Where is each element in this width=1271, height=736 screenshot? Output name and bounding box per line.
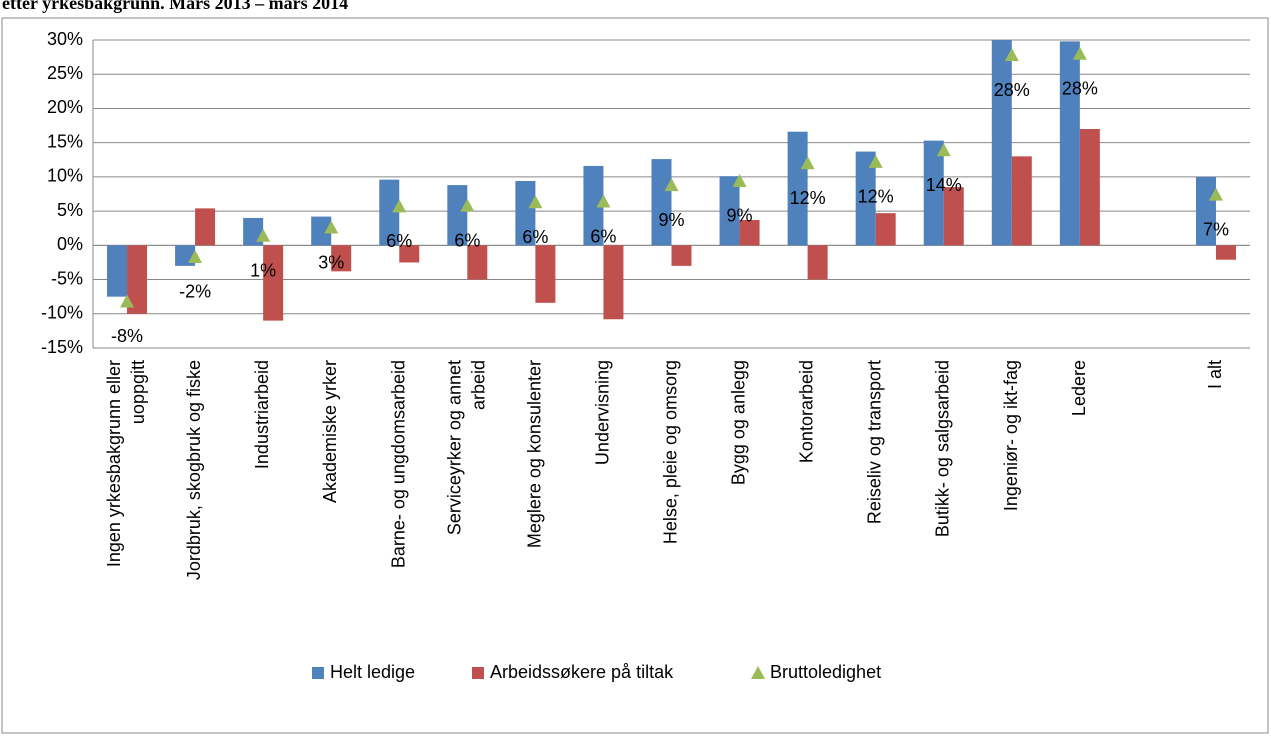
bar	[943, 187, 964, 246]
bar	[447, 185, 468, 246]
data-label: 9%	[658, 210, 684, 230]
data-label: 9%	[727, 206, 753, 226]
y-tick-label: 0%	[57, 234, 83, 254]
bar	[991, 40, 1012, 246]
bar	[651, 159, 672, 246]
y-tick-label: -15%	[41, 337, 83, 357]
data-label: 12%	[790, 188, 826, 208]
bar	[583, 165, 604, 246]
bar	[855, 151, 876, 246]
legend-swatch	[312, 667, 324, 679]
x-tick-label: Serviceyrker og annet arbeid	[444, 360, 488, 535]
marker	[800, 156, 815, 170]
data-label: 12%	[858, 187, 894, 207]
bar	[263, 245, 284, 321]
y-tick-label: 15%	[47, 131, 83, 151]
x-tick-label: Bygg og anlegg	[728, 360, 748, 485]
bar	[807, 245, 828, 280]
marker	[1004, 48, 1019, 62]
data-label: 3%	[318, 252, 344, 272]
bar	[467, 245, 488, 280]
x-tick-label: Akademiske yrker	[320, 360, 340, 503]
bar	[1011, 156, 1032, 246]
data-label: 1%	[250, 261, 276, 281]
bar	[311, 216, 332, 246]
x-tick-label: Butikk- og salgsarbeid	[932, 360, 952, 537]
marker	[664, 178, 679, 192]
marker	[596, 194, 611, 208]
data-label: 14%	[926, 175, 962, 195]
x-tick-label: Ingeniør- og ikt-fag	[1001, 360, 1021, 511]
y-tick-label: 30%	[47, 29, 83, 49]
marker	[1208, 187, 1223, 201]
bar	[719, 176, 740, 246]
chart-title: etter yrkesbakgrunn. Mars 2013 – mars 20…	[2, 0, 348, 13]
bar	[535, 245, 556, 303]
data-label: 28%	[1062, 78, 1098, 98]
marker	[324, 220, 339, 234]
x-tick-label: Helse, pleie og omsorg	[660, 360, 680, 544]
x-tick-label: I alt	[1205, 360, 1225, 389]
x-tick-label: Reiseliv og transport	[864, 360, 884, 524]
y-tick-label: 20%	[47, 97, 83, 117]
legend-label: Helt ledige	[330, 662, 415, 682]
x-tick-label: Barne- og ungdomsarbeid	[388, 360, 408, 568]
data-label: 28%	[994, 80, 1030, 100]
x-tick-label: Jordbruk, skogbruk og fiske	[184, 360, 204, 580]
data-label: -8%	[111, 326, 143, 346]
data-label: 6%	[386, 231, 412, 251]
x-tick-label: Undervisning	[592, 360, 612, 465]
marker	[732, 173, 747, 187]
x-tick-label: Meglere og konsulenter	[524, 360, 544, 548]
x-tick-label: Ledere	[1069, 360, 1089, 416]
marker	[188, 249, 203, 263]
bar	[515, 180, 536, 246]
legend-label: Bruttoledighet	[770, 662, 881, 682]
bar	[787, 131, 808, 246]
data-label: 7%	[1203, 219, 1229, 239]
x-tick-label: Ingen yrkesbakgrunn eller uoppgitt	[104, 360, 148, 567]
y-tick-label: 25%	[47, 63, 83, 83]
marker	[1072, 46, 1087, 60]
bar	[923, 140, 944, 246]
bar	[875, 213, 896, 246]
y-tick-label: -5%	[51, 268, 83, 288]
bar	[127, 245, 148, 314]
x-tick-label: Industriarbeid	[252, 360, 272, 469]
bar	[107, 245, 128, 297]
legend-label: Arbeidssøkere på tiltak	[490, 662, 674, 682]
bar	[195, 208, 216, 246]
bar	[603, 245, 624, 320]
bar	[1059, 41, 1080, 246]
marker	[392, 199, 407, 213]
bar	[739, 220, 760, 246]
marker	[936, 143, 951, 157]
bar	[1079, 128, 1100, 246]
y-tick-label: 10%	[47, 166, 83, 186]
data-label: 6%	[590, 226, 616, 246]
marker	[460, 198, 475, 212]
data-label: 6%	[522, 227, 548, 247]
marker	[256, 228, 271, 242]
marker	[528, 195, 543, 209]
bar	[1215, 245, 1236, 260]
bar	[671, 245, 692, 266]
bar	[399, 245, 420, 263]
bar	[331, 245, 352, 272]
x-tick-label: Kontorarbeid	[796, 360, 816, 463]
y-tick-label: 5%	[57, 200, 83, 220]
data-label: 6%	[454, 230, 480, 250]
data-label: -2%	[179, 282, 211, 302]
bar	[379, 179, 400, 246]
bar	[1195, 176, 1216, 246]
legend-swatch	[751, 666, 765, 679]
chart-frame	[1, 17, 1269, 734]
y-tick-label: -10%	[41, 303, 83, 323]
legend-swatch	[472, 667, 484, 679]
marker	[120, 294, 135, 308]
marker	[868, 154, 883, 168]
